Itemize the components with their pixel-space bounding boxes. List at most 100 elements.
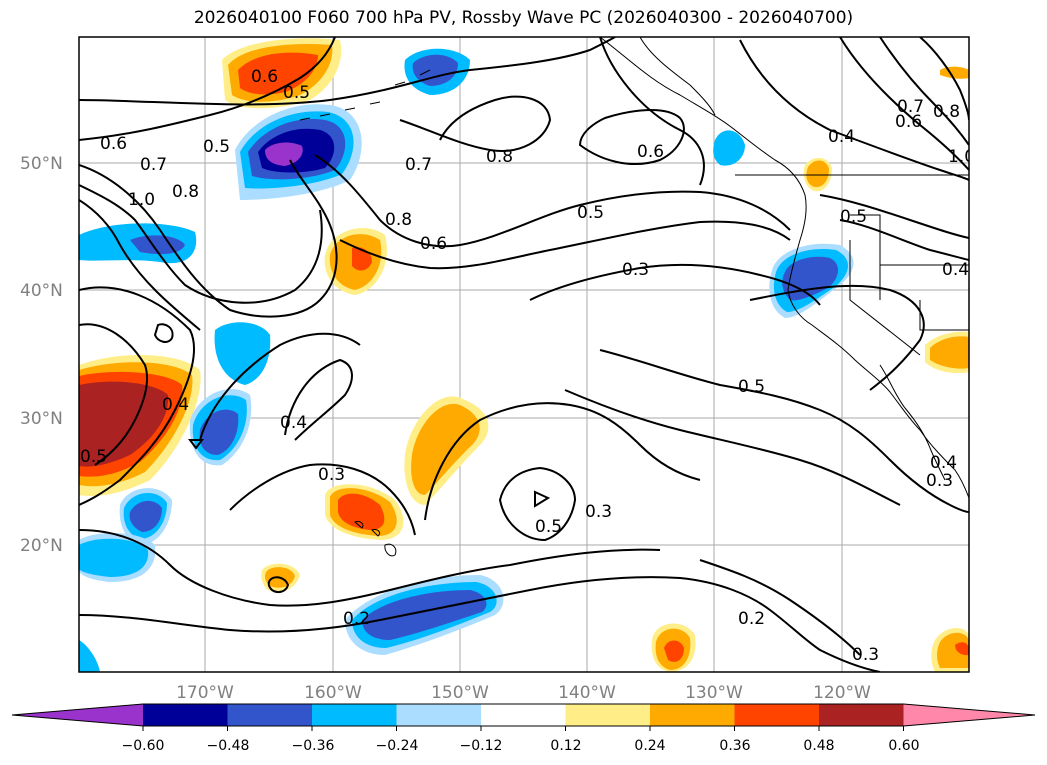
contour-line xyxy=(199,332,361,441)
contour-line xyxy=(399,95,552,152)
contour-line xyxy=(267,576,290,594)
contour-line xyxy=(529,263,821,306)
contour-line xyxy=(739,39,969,181)
anomaly-negative-165w-37n xyxy=(214,322,271,385)
contour-label: 0.8 xyxy=(385,210,412,230)
contour-line xyxy=(79,37,336,141)
contour-label: 0.5 xyxy=(535,517,562,537)
contour-label: 0.3 xyxy=(926,471,953,491)
colorbar-tick: −0.48 xyxy=(207,738,250,754)
contour-line xyxy=(284,358,353,441)
anomaly-positive-california-core xyxy=(930,336,969,369)
latitude-labels: 50°N 40°N 30°N 20°N xyxy=(20,154,63,556)
contour-line xyxy=(578,109,685,166)
contour-line xyxy=(339,220,791,270)
alaska-coast xyxy=(639,37,716,116)
lat-label-50n: 50°N xyxy=(20,154,63,174)
colorbar-tick: −0.24 xyxy=(376,738,419,754)
contour-line xyxy=(839,37,969,171)
contour-line xyxy=(599,37,705,186)
contour-label-group: 0.6 0.5 0.6 0.5 0.7 0.8 1.0 0.7 0.8 0.6 … xyxy=(80,67,975,665)
hawaii-islands xyxy=(354,521,397,557)
colorbar-bin xyxy=(734,704,820,726)
contour-label: 0.5 xyxy=(577,203,604,223)
contour-label: 0.6 xyxy=(100,134,127,154)
contour-label: 0.8 xyxy=(486,147,513,167)
contour-line xyxy=(79,199,201,331)
chart-title: 2026040100 F060 700 hPa PV, Rossby Wave … xyxy=(193,8,854,28)
contour-label: 0.5 xyxy=(80,447,107,467)
contour-label: 0.4 xyxy=(162,395,189,415)
contour-line xyxy=(749,284,925,391)
contour-label: 0.7 xyxy=(897,97,924,117)
colorbar-tick: 0.48 xyxy=(803,738,834,754)
anomaly-positive-southeast-core xyxy=(937,632,969,668)
contour-label: 0.5 xyxy=(840,207,867,227)
contour-label: 0.7 xyxy=(405,155,432,175)
islands xyxy=(299,69,431,557)
lon-label-160w: 160°W xyxy=(304,683,362,703)
lat-label-30n: 30°N xyxy=(20,409,63,429)
contour-label: 0.3 xyxy=(585,502,612,522)
lon-label-150w: 150°W xyxy=(431,683,489,703)
contour-label: 0.5 xyxy=(203,137,230,157)
map-frame xyxy=(78,36,970,673)
colorbar-tick: 0.24 xyxy=(634,738,665,754)
colorbar-bin xyxy=(650,704,735,726)
contour-label: 0.5 xyxy=(738,377,765,397)
colorbar-bin xyxy=(312,704,397,726)
colorbar-extend-min xyxy=(12,704,143,726)
contour-line xyxy=(424,402,701,521)
contour-line xyxy=(79,286,196,506)
contour-label: 0.6 xyxy=(895,112,922,132)
anomaly-positive-150w-30n-core xyxy=(411,403,480,495)
colorbar-tick: −0.36 xyxy=(292,738,335,754)
contour-label: 0.6 xyxy=(637,142,664,162)
colorbar-tick: −0.60 xyxy=(122,738,165,754)
lon-label-120w: 120°W xyxy=(813,683,871,703)
anomaly-negative-corner xyxy=(79,640,100,672)
colorbar-bin xyxy=(819,704,904,726)
anomaly-negative-175w-22n-core xyxy=(129,500,162,532)
contour-line xyxy=(699,559,861,656)
colorbar-bin xyxy=(565,704,651,726)
contour-label: 0.3 xyxy=(852,645,879,665)
anomaly-negative-southwest-core xyxy=(79,538,149,577)
contour-line xyxy=(879,37,969,146)
lon-label-140w: 140°W xyxy=(558,683,616,703)
anomaly-negative-west-45n-core xyxy=(130,235,185,255)
north-america-coast xyxy=(599,37,969,499)
colorbar-tick: 0.12 xyxy=(550,738,581,754)
colorbar-bin xyxy=(227,704,313,726)
anomaly-positive-133w-12n-peak xyxy=(664,640,684,662)
colorbar-tick-labels: −0.60 −0.48 −0.36 −0.24 −0.12 0.12 0.24 … xyxy=(122,738,920,754)
lon-label-170w: 170°W xyxy=(176,683,234,703)
contour-label: 0.8 xyxy=(172,182,199,202)
anomaly-positive-hawaii-core xyxy=(338,493,385,530)
contour-line xyxy=(839,219,969,261)
contour-line xyxy=(153,323,174,343)
contour-line xyxy=(819,194,969,239)
colorbar-bin xyxy=(143,704,228,726)
contour-line xyxy=(79,37,616,106)
state-lines xyxy=(849,214,969,356)
contour-label: 0.6 xyxy=(251,67,278,87)
contour-label: 1.0 xyxy=(948,147,975,167)
pv-contours xyxy=(79,37,969,672)
contour-line xyxy=(564,389,901,506)
contour-label: 0.8 xyxy=(933,102,960,122)
colorbar-tick: 0.60 xyxy=(888,738,919,754)
contour-label: 0.4 xyxy=(942,260,969,280)
longitude-labels: 170°W 160°W 150°W 140°W 130°W 120°W xyxy=(176,683,871,703)
contour-line xyxy=(534,490,551,508)
colorbar-tick: −0.12 xyxy=(460,738,503,754)
contour-line xyxy=(79,529,661,607)
contour-label: 0.3 xyxy=(318,465,345,485)
colorbar-bin xyxy=(396,704,482,726)
lat-label-40n: 40°N xyxy=(20,281,63,301)
anomaly-negative-bc-coast xyxy=(713,130,745,166)
contour-line xyxy=(498,466,577,542)
contour-label: 1.0 xyxy=(128,190,155,210)
anomaly-positive-southeast-peak xyxy=(955,642,969,656)
